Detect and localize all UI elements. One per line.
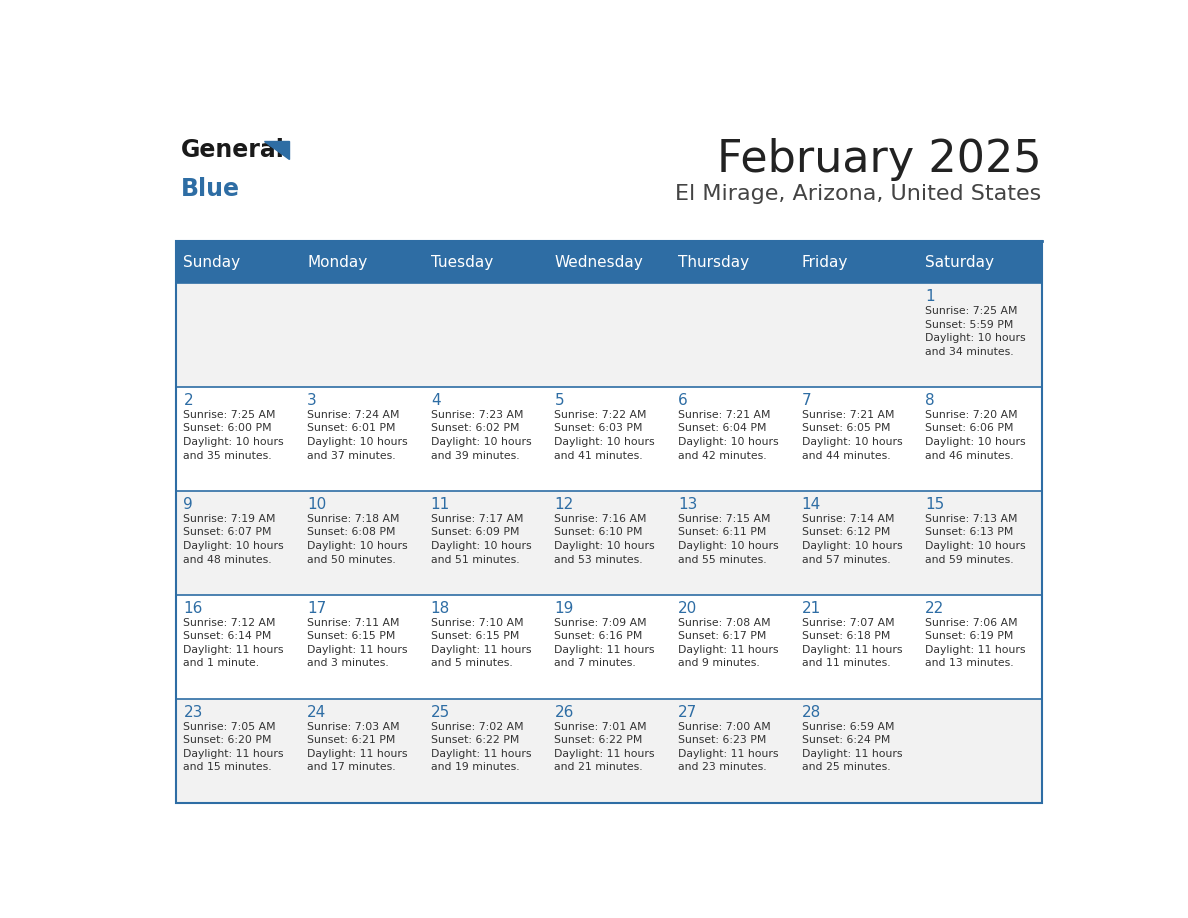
Text: Sunrise: 6:59 AM
Sunset: 6:24 PM
Daylight: 11 hours
and 25 minutes.: Sunrise: 6:59 AM Sunset: 6:24 PM Dayligh… bbox=[802, 722, 902, 772]
Text: Sunrise: 7:23 AM
Sunset: 6:02 PM
Daylight: 10 hours
and 39 minutes.: Sunrise: 7:23 AM Sunset: 6:02 PM Dayligh… bbox=[431, 409, 531, 461]
Text: Blue: Blue bbox=[181, 177, 240, 201]
Text: 18: 18 bbox=[431, 600, 450, 616]
Text: Sunrise: 7:25 AM
Sunset: 5:59 PM
Daylight: 10 hours
and 34 minutes.: Sunrise: 7:25 AM Sunset: 5:59 PM Dayligh… bbox=[925, 306, 1026, 357]
Text: Sunrise: 7:18 AM
Sunset: 6:08 PM
Daylight: 10 hours
and 50 minutes.: Sunrise: 7:18 AM Sunset: 6:08 PM Dayligh… bbox=[308, 514, 407, 565]
Text: Sunrise: 7:14 AM
Sunset: 6:12 PM
Daylight: 10 hours
and 57 minutes.: Sunrise: 7:14 AM Sunset: 6:12 PM Dayligh… bbox=[802, 514, 903, 565]
FancyBboxPatch shape bbox=[299, 241, 423, 284]
Text: 10: 10 bbox=[308, 497, 327, 512]
Text: Sunrise: 7:12 AM
Sunset: 6:14 PM
Daylight: 11 hours
and 1 minute.: Sunrise: 7:12 AM Sunset: 6:14 PM Dayligh… bbox=[183, 618, 284, 668]
FancyBboxPatch shape bbox=[176, 595, 1042, 699]
Text: February 2025: February 2025 bbox=[716, 139, 1042, 182]
Text: Sunrise: 7:01 AM
Sunset: 6:22 PM
Daylight: 11 hours
and 21 minutes.: Sunrise: 7:01 AM Sunset: 6:22 PM Dayligh… bbox=[555, 722, 655, 772]
Text: Thursday: Thursday bbox=[678, 254, 750, 270]
FancyBboxPatch shape bbox=[176, 699, 1042, 803]
Text: 14: 14 bbox=[802, 497, 821, 512]
Text: 8: 8 bbox=[925, 393, 935, 408]
Text: 19: 19 bbox=[555, 600, 574, 616]
Text: Sunrise: 7:00 AM
Sunset: 6:23 PM
Daylight: 11 hours
and 23 minutes.: Sunrise: 7:00 AM Sunset: 6:23 PM Dayligh… bbox=[678, 722, 778, 772]
Text: Sunrise: 7:07 AM
Sunset: 6:18 PM
Daylight: 11 hours
and 11 minutes.: Sunrise: 7:07 AM Sunset: 6:18 PM Dayligh… bbox=[802, 618, 902, 668]
Text: 16: 16 bbox=[183, 600, 203, 616]
Text: 15: 15 bbox=[925, 497, 944, 512]
Text: 23: 23 bbox=[183, 705, 203, 720]
Text: Sunday: Sunday bbox=[183, 254, 241, 270]
Text: Sunrise: 7:15 AM
Sunset: 6:11 PM
Daylight: 10 hours
and 55 minutes.: Sunrise: 7:15 AM Sunset: 6:11 PM Dayligh… bbox=[678, 514, 778, 565]
Text: 25: 25 bbox=[431, 705, 450, 720]
Text: Sunrise: 7:10 AM
Sunset: 6:15 PM
Daylight: 11 hours
and 5 minutes.: Sunrise: 7:10 AM Sunset: 6:15 PM Dayligh… bbox=[431, 618, 531, 668]
Text: Sunrise: 7:19 AM
Sunset: 6:07 PM
Daylight: 10 hours
and 48 minutes.: Sunrise: 7:19 AM Sunset: 6:07 PM Dayligh… bbox=[183, 514, 284, 565]
Text: Sunrise: 7:06 AM
Sunset: 6:19 PM
Daylight: 11 hours
and 13 minutes.: Sunrise: 7:06 AM Sunset: 6:19 PM Dayligh… bbox=[925, 618, 1025, 668]
FancyBboxPatch shape bbox=[176, 284, 1042, 387]
Text: 27: 27 bbox=[678, 705, 697, 720]
Text: Sunrise: 7:13 AM
Sunset: 6:13 PM
Daylight: 10 hours
and 59 minutes.: Sunrise: 7:13 AM Sunset: 6:13 PM Dayligh… bbox=[925, 514, 1026, 565]
Text: 7: 7 bbox=[802, 393, 811, 408]
FancyBboxPatch shape bbox=[176, 241, 299, 284]
Text: Sunrise: 7:11 AM
Sunset: 6:15 PM
Daylight: 11 hours
and 3 minutes.: Sunrise: 7:11 AM Sunset: 6:15 PM Dayligh… bbox=[308, 618, 407, 668]
FancyBboxPatch shape bbox=[176, 387, 1042, 491]
Text: 26: 26 bbox=[555, 705, 574, 720]
Text: General: General bbox=[181, 139, 285, 162]
Text: 6: 6 bbox=[678, 393, 688, 408]
Text: Sunrise: 7:16 AM
Sunset: 6:10 PM
Daylight: 10 hours
and 53 minutes.: Sunrise: 7:16 AM Sunset: 6:10 PM Dayligh… bbox=[555, 514, 655, 565]
Text: 12: 12 bbox=[555, 497, 574, 512]
Text: Saturday: Saturday bbox=[925, 254, 994, 270]
Text: Sunrise: 7:22 AM
Sunset: 6:03 PM
Daylight: 10 hours
and 41 minutes.: Sunrise: 7:22 AM Sunset: 6:03 PM Dayligh… bbox=[555, 409, 655, 461]
Text: Sunrise: 7:02 AM
Sunset: 6:22 PM
Daylight: 11 hours
and 19 minutes.: Sunrise: 7:02 AM Sunset: 6:22 PM Dayligh… bbox=[431, 722, 531, 772]
Text: 4: 4 bbox=[431, 393, 441, 408]
Text: 1: 1 bbox=[925, 289, 935, 304]
Text: 13: 13 bbox=[678, 497, 697, 512]
Text: Sunrise: 7:24 AM
Sunset: 6:01 PM
Daylight: 10 hours
and 37 minutes.: Sunrise: 7:24 AM Sunset: 6:01 PM Dayligh… bbox=[308, 409, 407, 461]
Text: Friday: Friday bbox=[802, 254, 848, 270]
Text: Sunrise: 7:08 AM
Sunset: 6:17 PM
Daylight: 11 hours
and 9 minutes.: Sunrise: 7:08 AM Sunset: 6:17 PM Dayligh… bbox=[678, 618, 778, 668]
Text: 9: 9 bbox=[183, 497, 194, 512]
Text: 20: 20 bbox=[678, 600, 697, 616]
Polygon shape bbox=[264, 140, 290, 159]
Text: Sunrise: 7:09 AM
Sunset: 6:16 PM
Daylight: 11 hours
and 7 minutes.: Sunrise: 7:09 AM Sunset: 6:16 PM Dayligh… bbox=[555, 618, 655, 668]
Text: Sunrise: 7:20 AM
Sunset: 6:06 PM
Daylight: 10 hours
and 46 minutes.: Sunrise: 7:20 AM Sunset: 6:06 PM Dayligh… bbox=[925, 409, 1026, 461]
Text: 21: 21 bbox=[802, 600, 821, 616]
Text: Sunrise: 7:21 AM
Sunset: 6:05 PM
Daylight: 10 hours
and 44 minutes.: Sunrise: 7:21 AM Sunset: 6:05 PM Dayligh… bbox=[802, 409, 903, 461]
Text: El Mirage, Arizona, United States: El Mirage, Arizona, United States bbox=[675, 185, 1042, 205]
Text: Sunrise: 7:17 AM
Sunset: 6:09 PM
Daylight: 10 hours
and 51 minutes.: Sunrise: 7:17 AM Sunset: 6:09 PM Dayligh… bbox=[431, 514, 531, 565]
FancyBboxPatch shape bbox=[795, 241, 918, 284]
Text: Tuesday: Tuesday bbox=[431, 254, 493, 270]
FancyBboxPatch shape bbox=[423, 241, 546, 284]
Text: 17: 17 bbox=[308, 600, 327, 616]
FancyBboxPatch shape bbox=[671, 241, 795, 284]
Text: Monday: Monday bbox=[308, 254, 367, 270]
Text: 3: 3 bbox=[308, 393, 317, 408]
Text: 28: 28 bbox=[802, 705, 821, 720]
Text: 22: 22 bbox=[925, 600, 944, 616]
Text: Wednesday: Wednesday bbox=[555, 254, 643, 270]
FancyBboxPatch shape bbox=[546, 241, 671, 284]
FancyBboxPatch shape bbox=[918, 241, 1042, 284]
Text: 2: 2 bbox=[183, 393, 194, 408]
Text: 5: 5 bbox=[555, 393, 564, 408]
Text: 11: 11 bbox=[431, 497, 450, 512]
Text: Sunrise: 7:21 AM
Sunset: 6:04 PM
Daylight: 10 hours
and 42 minutes.: Sunrise: 7:21 AM Sunset: 6:04 PM Dayligh… bbox=[678, 409, 778, 461]
Text: Sunrise: 7:25 AM
Sunset: 6:00 PM
Daylight: 10 hours
and 35 minutes.: Sunrise: 7:25 AM Sunset: 6:00 PM Dayligh… bbox=[183, 409, 284, 461]
FancyBboxPatch shape bbox=[176, 491, 1042, 595]
Text: Sunrise: 7:03 AM
Sunset: 6:21 PM
Daylight: 11 hours
and 17 minutes.: Sunrise: 7:03 AM Sunset: 6:21 PM Dayligh… bbox=[308, 722, 407, 772]
Text: 24: 24 bbox=[308, 705, 327, 720]
Text: Sunrise: 7:05 AM
Sunset: 6:20 PM
Daylight: 11 hours
and 15 minutes.: Sunrise: 7:05 AM Sunset: 6:20 PM Dayligh… bbox=[183, 722, 284, 772]
